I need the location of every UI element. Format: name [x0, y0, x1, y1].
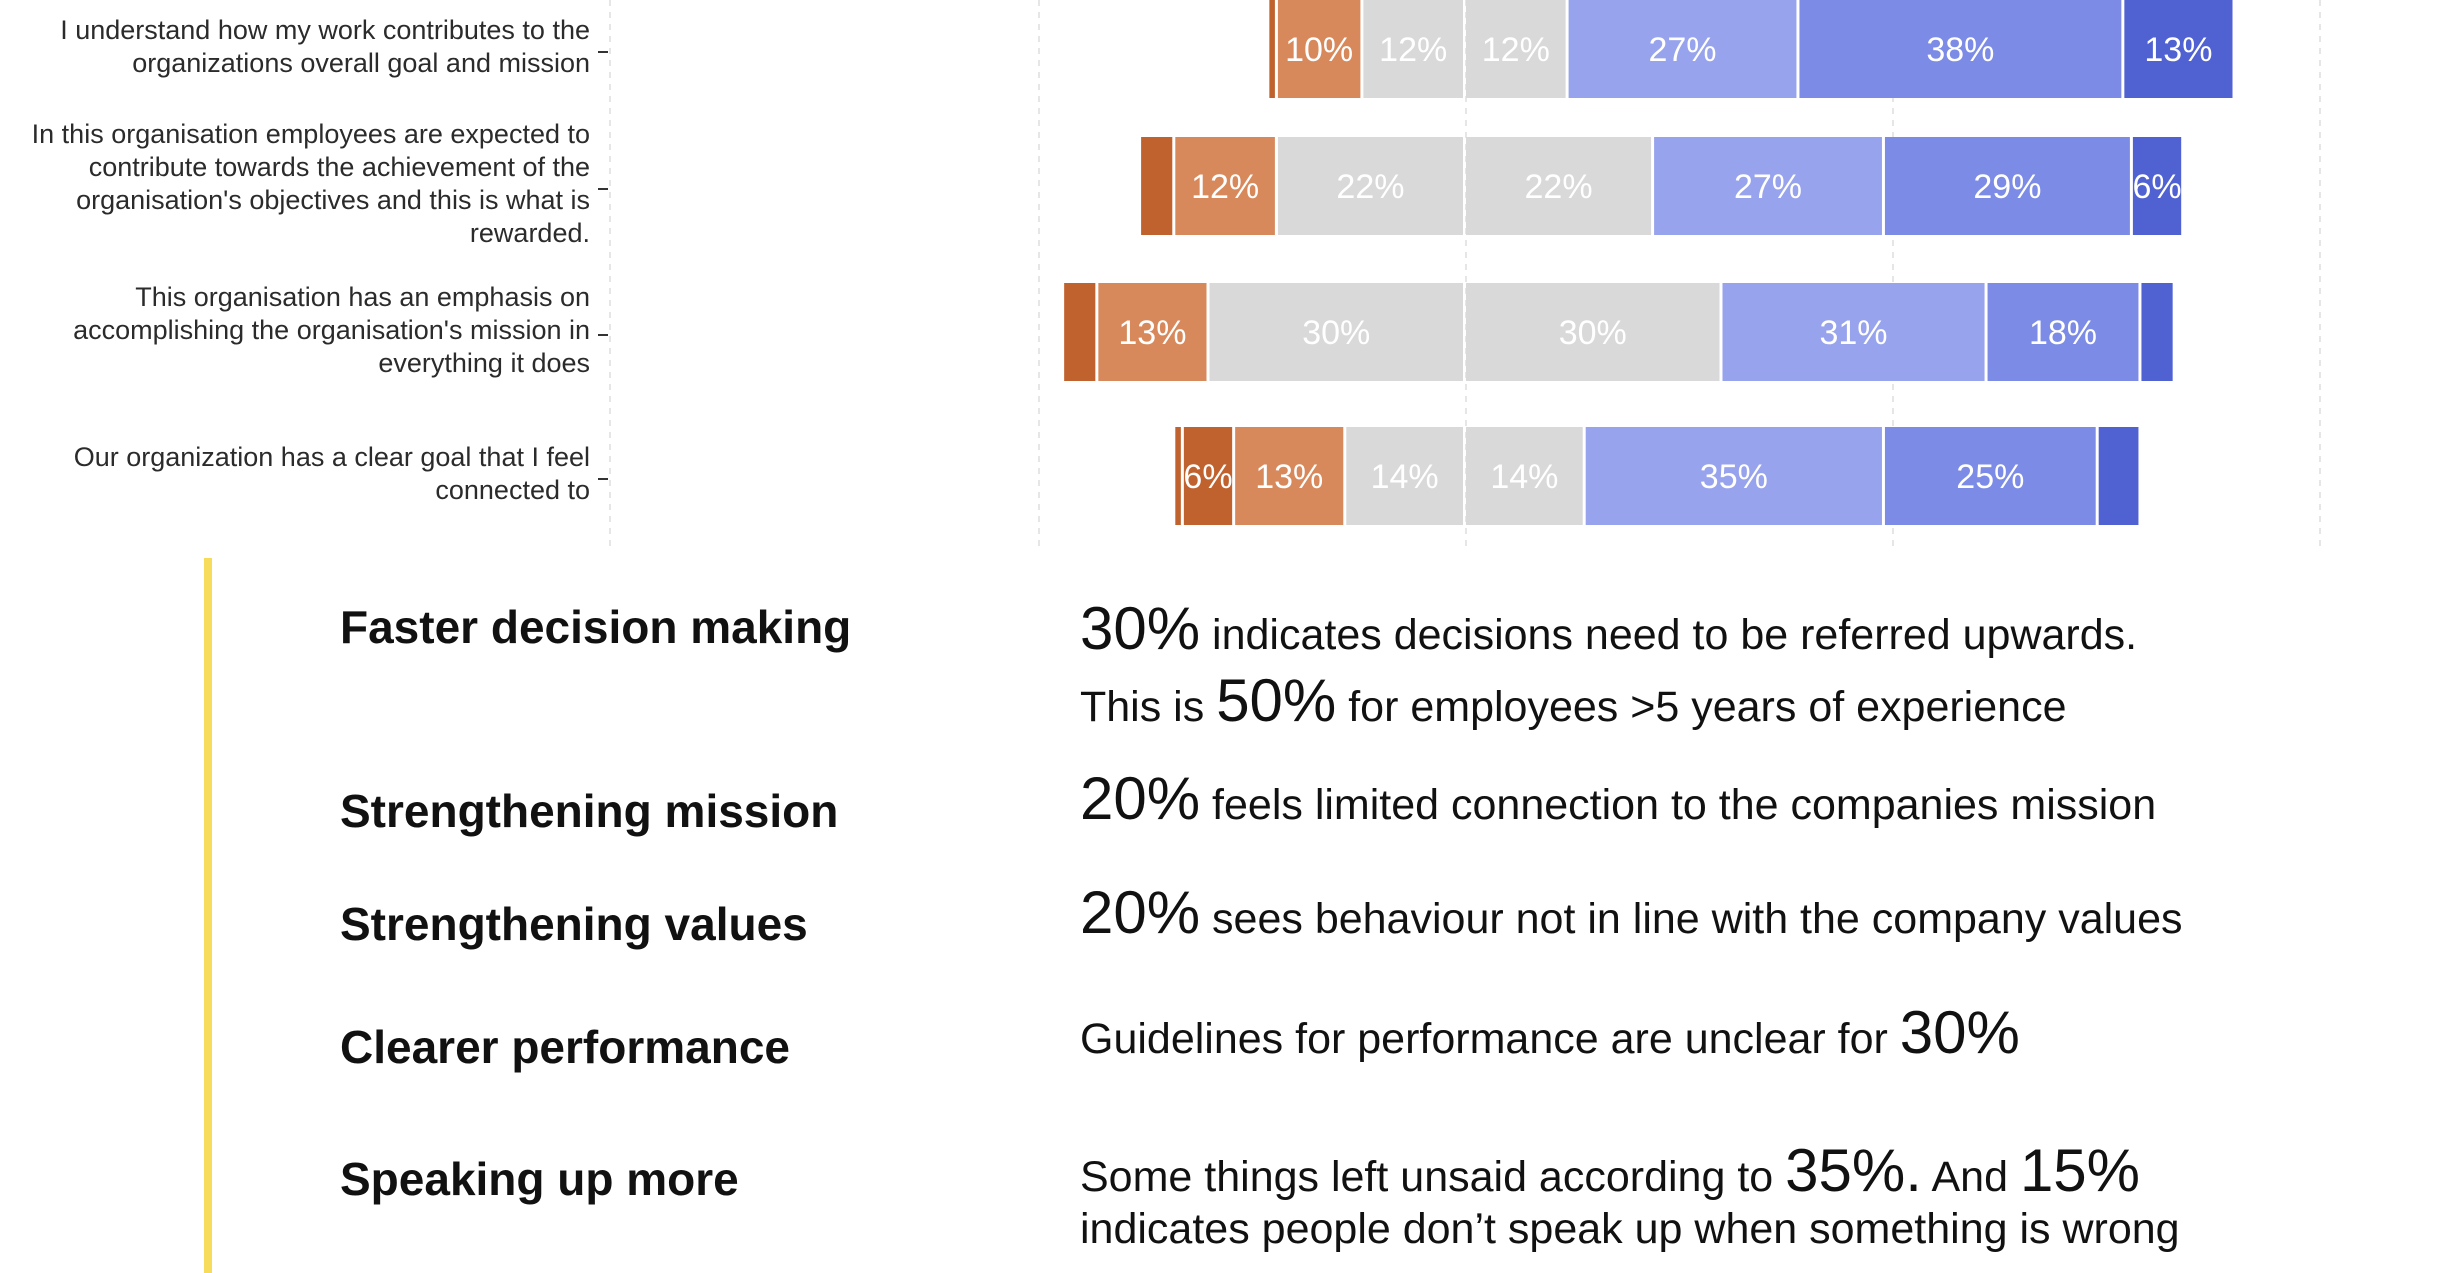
bar-data-label: 13% — [2144, 31, 2212, 69]
bar-segment — [1363, 0, 1463, 98]
bar-segment — [1098, 283, 1207, 381]
bar-data-label: 35% — [1700, 458, 1768, 496]
bar-segment — [1466, 0, 1566, 98]
finding-phrase: indicates people don’t speak up when som… — [1080, 1205, 2180, 1253]
bar-segment — [1141, 137, 1173, 235]
bar-segment — [2098, 427, 2139, 525]
finding-stat: 50% — [1216, 667, 1337, 734]
finding-text: 20% feels limited connection to the comp… — [1080, 768, 2156, 836]
bar-data-label: 31% — [1819, 314, 1887, 352]
bar-data-label: 6% — [2132, 168, 2181, 206]
question-label: Our organization has a clear goal that I… — [73, 442, 590, 505]
bar-data-label: 29% — [1973, 168, 2041, 206]
finding-text: Some things left unsaid according to 35%… — [1080, 1140, 2140, 1208]
bar-segment — [1722, 283, 1985, 381]
bar-segment — [2124, 0, 2233, 98]
bar-data-label: 12% — [1482, 31, 1550, 69]
bar-segment — [1235, 427, 1344, 525]
bar-segment — [2141, 283, 2173, 381]
bar-data-label: 6% — [1183, 458, 1232, 496]
axis-tick — [598, 334, 608, 336]
finding-phrase: sees behaviour not in line with the comp… — [1200, 895, 2183, 943]
bar-data-label: 22% — [1525, 168, 1593, 206]
bar-segment — [1568, 0, 1797, 98]
finding-phrase: And — [1921, 1153, 2020, 1201]
question-label: In this organisation employees are expec… — [31, 119, 590, 248]
bar-segment — [1884, 137, 2130, 235]
finding-title: Strengthening values — [340, 898, 808, 950]
bar-data-label: 22% — [1336, 168, 1404, 206]
finding-phrase: This is — [1080, 683, 1217, 731]
question-label: I understand how my work contributes to … — [60, 15, 590, 78]
bar-data-label: 25% — [1956, 458, 2024, 496]
axis-tick — [598, 188, 608, 190]
bar-segment — [1799, 0, 2122, 98]
bar-segment — [1175, 137, 1275, 235]
finding-stat: 20% — [1080, 879, 1201, 946]
axis-tick — [598, 478, 608, 480]
bar-segment — [1987, 283, 2139, 381]
bar-segment — [1183, 427, 1233, 525]
bar-segment — [1466, 137, 1652, 235]
bar-segment — [1466, 427, 1583, 525]
bar-data-label: 14% — [1371, 458, 1439, 496]
bar-segment — [1466, 283, 1720, 381]
finding-title: Strengthening mission — [340, 785, 839, 837]
bar-data-label: 30% — [1302, 314, 1370, 352]
bar-data-label: 27% — [1648, 31, 1716, 69]
finding-text: 20% sees behaviour not in line with the … — [1080, 882, 2183, 950]
bar-data-label: 30% — [1559, 314, 1627, 352]
bar-segment — [1209, 283, 1463, 381]
bar-segment — [1175, 427, 1181, 525]
bar-data-label: 18% — [2029, 314, 2097, 352]
finding-text: 30% indicates decisions need to be refer… — [1080, 598, 2137, 666]
finding-phrase: feels limited connection to the companie… — [1200, 781, 2157, 829]
finding-text: Guidelines for performance are unclear f… — [1080, 1002, 2020, 1070]
likert-chart: 10% 12% 12% 27% 38% 13% 12% 22% 22% 27% 29% 6% 13% 30… — [0, 0, 2445, 560]
question-label: This organisation has an emphasis on acc… — [73, 281, 590, 378]
finding-phrase: for employees >5 years of experience — [1336, 683, 2067, 731]
bar-data-label: 12% — [1191, 168, 1259, 206]
bar-data-label: 38% — [1926, 31, 1994, 69]
finding-phrase: indicates decisions need to be referred … — [1200, 611, 2138, 659]
finding-text: indicates people don’t speak up when som… — [1080, 1198, 2180, 1260]
yellow-accent-bar — [204, 558, 212, 1273]
finding-title: Clearer performance — [340, 1021, 790, 1073]
chart-plot: 10% 12% 12% 27% 38% 13% 12% 22% 22% 27% 29% 6% 13% 30… — [609, 0, 2321, 552]
bar-segment — [1277, 137, 1463, 235]
finding-stat: 20% — [1080, 765, 1201, 832]
bar-data-label: 13% — [1118, 314, 1186, 352]
bar-data-label: 10% — [1285, 31, 1353, 69]
finding-stat: 30% — [1899, 999, 2020, 1066]
finding-stat: 35%. — [1785, 1137, 1922, 1204]
axis-tick — [598, 51, 608, 53]
bar-segment — [1585, 427, 1882, 525]
bar-data-label: 12% — [1379, 31, 1447, 69]
finding-stat: 30% — [1080, 595, 1201, 662]
bar-segment — [1654, 137, 1882, 235]
finding-phrase: Guidelines for performance are unclear f… — [1080, 1015, 1900, 1063]
bar-data-label: 14% — [1490, 458, 1558, 496]
bar-segment — [1064, 283, 1096, 381]
bar-segment — [1277, 0, 1361, 98]
bar-data-label: 13% — [1255, 458, 1323, 496]
bar-segment — [1884, 427, 2096, 525]
finding-phrase: Some things left unsaid according to — [1080, 1153, 1786, 1201]
finding-title: Speaking up more — [340, 1153, 739, 1205]
finding-stat: 15% — [2019, 1137, 2141, 1204]
bar-segment — [2132, 137, 2182, 235]
finding-text: This is 50% for employees >5 years of ex… — [1080, 670, 2066, 738]
bar-segment — [1346, 427, 1463, 525]
bar-segment — [1269, 0, 1275, 98]
finding-title: Faster decision making — [340, 601, 852, 653]
bar-data-label: 27% — [1734, 168, 1802, 206]
